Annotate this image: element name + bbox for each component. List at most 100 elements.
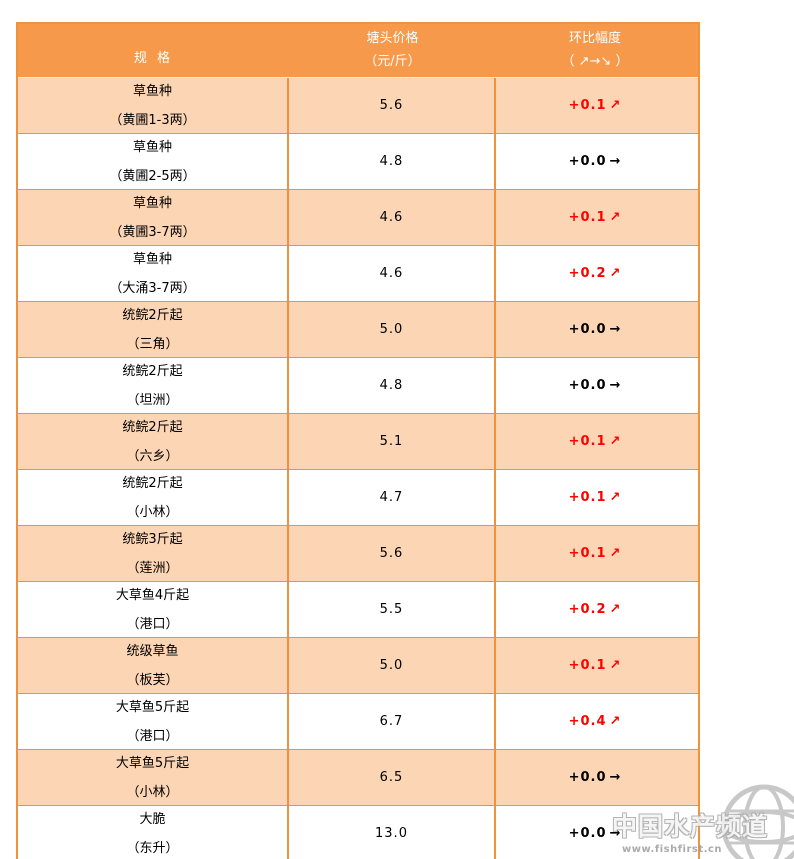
table-row: 大草鱼5斤起 （小林） 6.5 +0.0 → [18,749,698,805]
price-cell: 5.0 [289,302,496,357]
watermark-title: 中国水产频道 [611,812,768,841]
globe-icon [721,784,794,859]
change-value: +0.1 [568,98,607,113]
spec-name: 统鲩3斤起 [122,532,183,547]
trend-arrow-icon: → [609,378,622,393]
change-cell: +0.1 ↗ [496,526,694,581]
table-row: 统鲩2斤起 （六乡） 5.1 +0.1 ↗ [18,413,698,469]
trend-arrow-icon: ↗ [609,98,622,113]
trend-arrow-icon: → [609,322,622,337]
header-cell-price: 塘头价格 （元/斤） [289,24,496,77]
table-row: 草鱼种 （黄圃1-3两） 5.6 +0.1 ↗ [18,78,698,133]
price-cell: 4.7 [289,470,496,525]
spec-location: （东升） [126,841,179,856]
spec-location: （莲洲） [126,561,179,576]
watermark: 中国水产频道 www.fishfirst.cn [594,779,794,859]
trend-arrow-icon: ↗ [609,602,622,617]
header-spec-label: 规 格 [133,50,174,66]
spec-cell: 草鱼种 （黄圃1-3两） [18,78,289,133]
table-row: 统鲩2斤起 （坦洲） 4.8 +0.0 → [18,357,698,413]
change-value: +0.1 [568,434,607,449]
spec-cell: 统鲩2斤起 （小林） [18,470,289,525]
change-value: +0.1 [568,490,607,505]
spec-location: （小林） [126,505,179,520]
change-cell: +0.2 ↗ [496,582,694,637]
table-row: 大草鱼5斤起 （港口） 6.7 +0.4 ↗ [18,693,698,749]
change-cell: +0.1 ↗ [496,470,694,525]
spec-location: （黄圃3-7两） [109,225,196,240]
change-value: +0.2 [568,266,607,281]
spec-location: （黄圃2-5两） [109,169,196,184]
price-cell: 4.6 [289,246,496,301]
change-cell: +0.2 ↗ [496,246,694,301]
table-row: 草鱼种 （黄圃3-7两） 4.6 +0.1 ↗ [18,189,698,245]
table-header-row: 规 格 塘头价格 （元/斤） 环比幅度 （ ↗→↘ ） [18,24,698,78]
spec-name: 统鲩2斤起 [122,364,183,379]
price-cell: 13.0 [289,806,496,859]
change-cell: +0.0 → [496,750,694,805]
price-value: 5.0 [379,322,404,337]
header-cell-change: 环比幅度 （ ↗→↘ ） [496,24,694,77]
spec-location: （港口） [126,617,179,632]
change-cell: +0.1 ↗ [496,638,694,693]
table-row: 大脆 （东升） 13.0 +0.0 → [18,805,698,859]
table-row: 统鲩2斤起 （小林） 4.7 +0.1 ↗ [18,469,698,525]
change-cell: +0.0 → [496,302,694,357]
price-cell: 5.6 [289,78,496,133]
header-change-legend: （ ↗→↘ ） [561,54,629,69]
change-cell: +0.0 → [496,358,694,413]
spec-location: （港口） [126,729,179,744]
change-cell: +0.1 ↗ [496,414,694,469]
spec-name: 大脆 [139,812,166,827]
trend-arrow-icon: ↗ [609,210,622,225]
spec-location: （坦洲） [126,393,179,408]
spec-name: 草鱼种 [132,252,172,267]
change-cell: +0.1 ↗ [496,78,694,133]
spec-name: 统鲩2斤起 [122,308,183,323]
change-value: +0.1 [568,658,607,673]
header-change-label: 环比幅度 [568,31,621,46]
spec-name: 统鲩2斤起 [122,420,183,435]
spec-cell: 草鱼种 （大涌3-7两） [18,246,289,301]
spec-name: 统鲩2斤起 [122,476,183,491]
table-row: 统鲩2斤起 （三角） 5.0 +0.0 → [18,301,698,357]
change-value: +0.0 [568,322,607,337]
price-value: 4.6 [379,266,404,281]
price-cell: 4.8 [289,358,496,413]
change-value: +0.4 [568,714,607,729]
spec-cell: 草鱼种 （黄圃3-7两） [18,190,289,245]
change-cell: +0.4 ↗ [496,694,694,749]
table-row: 草鱼种 （黄圃2-5两） 4.8 +0.0 → [18,133,698,189]
spec-cell: 草鱼种 （黄圃2-5两） [18,134,289,189]
price-value: 5.5 [379,602,404,617]
price-value: 5.6 [379,98,404,113]
price-value: 4.8 [379,154,404,169]
spec-cell: 大草鱼4斤起 （港口） [18,582,289,637]
spec-name: 大草鱼5斤起 [115,700,190,715]
spec-name: 草鱼种 [132,196,172,211]
change-value: +0.0 [568,770,607,785]
table-row: 大草鱼4斤起 （港口） 5.5 +0.2 ↗ [18,581,698,637]
price-value: 5.6 [379,546,404,561]
price-value: 4.7 [379,490,404,505]
spec-location: （黄圃1-3两） [109,113,196,128]
spec-cell: 大草鱼5斤起 （小林） [18,750,289,805]
price-cell: 5.6 [289,526,496,581]
price-cell: 4.8 [289,134,496,189]
price-value: 4.6 [379,210,404,225]
price-value: 5.0 [379,658,404,673]
change-cell: +0.0 → [496,134,694,189]
change-value: +0.2 [568,602,607,617]
spec-name: 大草鱼5斤起 [115,756,190,771]
price-value: 6.5 [379,770,404,785]
spec-location: （板芙） [126,673,179,688]
price-cell: 5.1 [289,414,496,469]
trend-arrow-icon: → [609,826,622,841]
spec-name: 草鱼种 [132,84,172,99]
header-price-label: 塘头价格 [366,31,419,46]
table-row: 统鲩3斤起 （莲洲） 5.6 +0.1 ↗ [18,525,698,581]
trend-arrow-icon: ↗ [609,490,622,505]
price-value: 13.0 [375,826,408,841]
trend-arrow-icon: ↗ [609,434,622,449]
spec-cell: 大脆 （东升） [18,806,289,859]
